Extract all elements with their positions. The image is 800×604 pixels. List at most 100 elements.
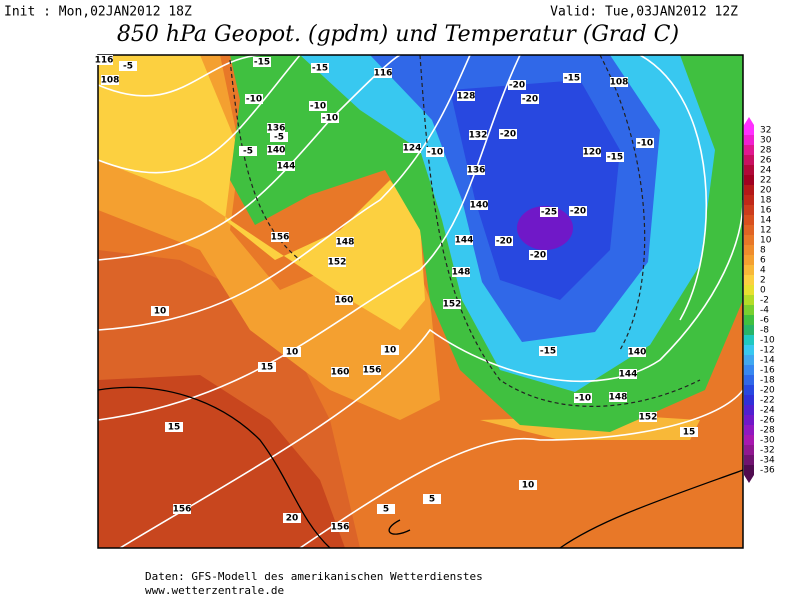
label-box [443, 299, 461, 309]
colorbar-swatch [744, 465, 754, 475]
contour-label: 10 [154, 307, 167, 317]
init-time: Init : Mon,02JAN2012 18Z [4, 5, 192, 20]
colorbar-label: 14 [760, 216, 772, 226]
label-box [271, 232, 289, 242]
colorbar-swatch [744, 335, 754, 345]
contour-label: 15 [261, 363, 274, 373]
colorbar: 32302826242220181614121086420-2-4-6-8-10… [744, 117, 775, 483]
contour-label: -10 [637, 139, 653, 149]
colorbar-label: 18 [760, 196, 772, 206]
contour-label: 160 [335, 296, 354, 306]
colorbar-label: 22 [760, 176, 771, 186]
contour-label: -10 [310, 102, 326, 112]
label-box [583, 147, 601, 157]
colorbar-label: -24 [760, 406, 775, 416]
label-box [173, 504, 191, 514]
colorbar-label: -16 [760, 366, 775, 376]
label-box [253, 57, 271, 67]
contour-label: -20 [509, 81, 525, 91]
colorbar-swatch [744, 145, 754, 155]
contour-label: 124 [403, 144, 422, 154]
label-box [335, 295, 353, 305]
contour-label: -10 [322, 114, 338, 124]
colorbar-label: -4 [760, 306, 769, 316]
colorbar-swatch [744, 325, 754, 335]
colorbar-swatch [744, 135, 754, 145]
contour-label: 128 [457, 92, 476, 102]
colorbar-label: 2 [760, 276, 766, 286]
label-box [519, 480, 537, 490]
coastlines [98, 386, 743, 548]
label-box [245, 94, 263, 104]
label-box [423, 494, 441, 504]
colorbar-swatch [744, 195, 754, 205]
colorbar-label: -26 [760, 416, 775, 426]
contour-label: -15 [312, 64, 328, 74]
contour-label: 10 [286, 348, 299, 358]
contour-label: 15 [683, 428, 696, 438]
contour-label: -5 [274, 133, 284, 143]
contour-label: -20 [570, 207, 586, 217]
contour-label: 156 [173, 505, 192, 515]
label-box [321, 113, 339, 123]
colorbar-label: -2 [760, 296, 769, 306]
colorbar-swatch [744, 385, 754, 395]
contour-label: 156 [331, 523, 350, 533]
label-box [239, 146, 257, 156]
label-box [258, 362, 276, 372]
colorbar-swatch [744, 255, 754, 265]
contour-label: 144 [277, 162, 296, 172]
label-box [563, 73, 581, 83]
label-box [540, 207, 558, 217]
contour-label: -15 [607, 153, 623, 163]
contour-label: -10 [246, 95, 262, 105]
label-box [95, 55, 113, 65]
contour-label: -20 [522, 95, 538, 105]
label-box [277, 161, 295, 171]
colorbar-swatch [744, 205, 754, 215]
contour-label: -15 [540, 347, 556, 357]
contour-label: -10 [427, 148, 443, 158]
contour-label: 108 [101, 76, 120, 86]
colorbar-swatch [744, 305, 754, 315]
label-box [267, 145, 285, 155]
isotherms [229, 55, 701, 407]
label-box [426, 147, 444, 157]
label-box [363, 365, 381, 375]
contour-label: -5 [123, 62, 133, 72]
contour-label: 10 [384, 346, 397, 356]
colorbar-swatch [744, 425, 754, 435]
label-box [270, 132, 288, 142]
colorbar-swatch [744, 405, 754, 415]
data-source: Daten: GFS-Modell des amerikanischen Wet… [145, 570, 483, 583]
colorbar-label: -34 [760, 456, 775, 466]
label-box [574, 393, 592, 403]
contour-label: -5 [243, 147, 253, 157]
colorbar-swatch [744, 275, 754, 285]
colorbar-label: -30 [760, 436, 775, 446]
label-box [521, 94, 539, 104]
colorbar-label: 8 [760, 246, 766, 256]
colorbar-label: -10 [760, 336, 775, 346]
label-box [119, 61, 137, 71]
contour-label: 136 [467, 166, 486, 176]
contour-label: 152 [328, 258, 347, 268]
colorbar-swatch [744, 355, 754, 365]
valid-time: Valid: Tue,03JAN2012 12Z [550, 5, 738, 20]
label-box [508, 80, 526, 90]
label-box [381, 345, 399, 355]
contour-label: 152 [443, 300, 462, 310]
label-box [331, 367, 349, 377]
colorbar-label: -20 [760, 386, 775, 396]
colorbar-label: 10 [760, 236, 772, 246]
contour-label: -20 [496, 237, 512, 247]
colorbar-swatch [744, 165, 754, 175]
colorbar-swatch [744, 365, 754, 375]
contour-label: 148 [609, 393, 628, 403]
colorbar-label: 16 [760, 206, 772, 216]
contour-label: 156 [271, 233, 290, 243]
label-box [267, 123, 285, 133]
contour-label: -15 [564, 74, 580, 84]
